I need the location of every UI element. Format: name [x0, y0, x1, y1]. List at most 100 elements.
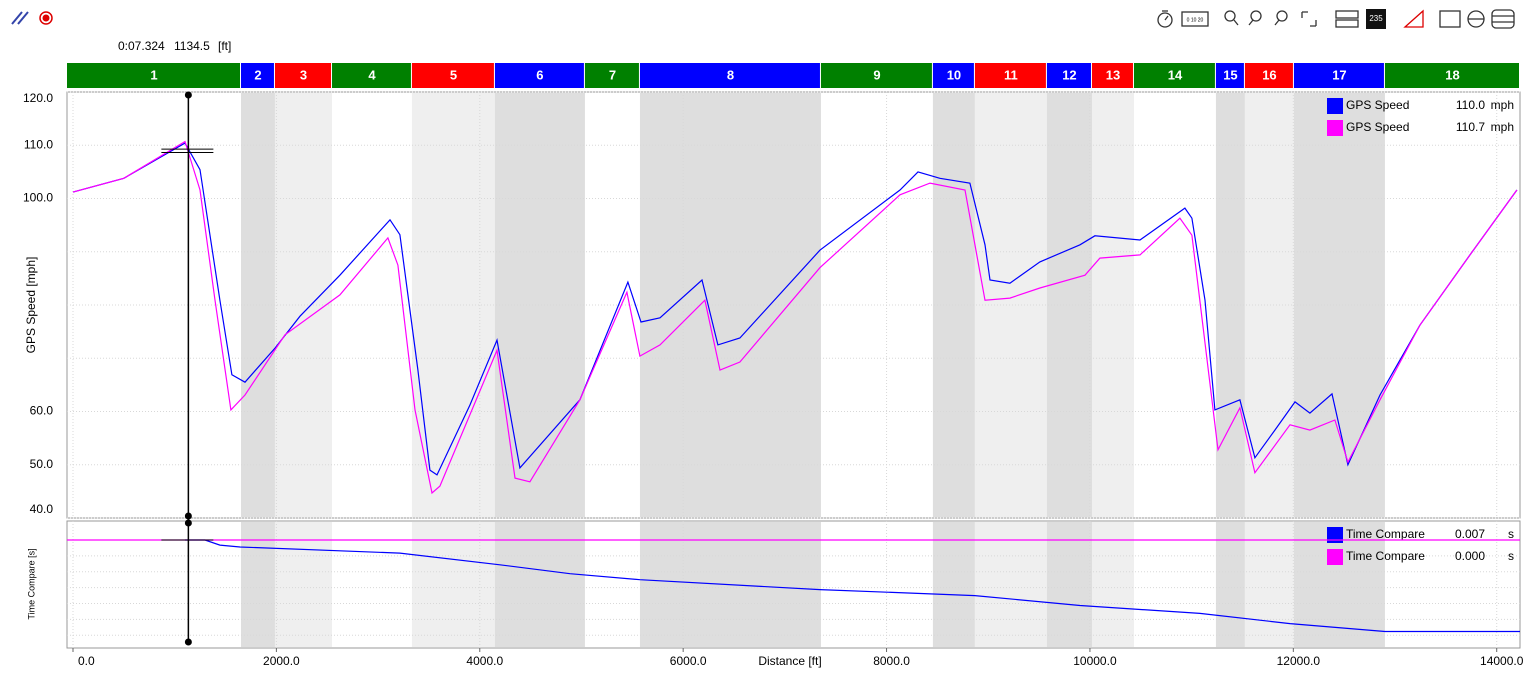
sector-label: 15 [1223, 67, 1237, 82]
series-line [185, 539, 1520, 633]
cursor-unit: [ft] [218, 39, 231, 53]
sector-shade [1091, 522, 1134, 647]
view-tools[interactable] [1439, 9, 1515, 29]
sector-shade [974, 93, 1047, 517]
sector-label: 8 [727, 67, 734, 82]
y-axis-title: Time Compare [s] [26, 548, 36, 619]
x-tick-label: 10000.0 [1073, 654, 1117, 668]
layout-toggle[interactable] [1335, 10, 1359, 28]
legend-name: GPS Speed [1346, 98, 1409, 112]
sector-label: 18 [1445, 67, 1459, 82]
sector-label: 7 [609, 67, 616, 82]
sector-label: 4 [368, 67, 376, 82]
legend-unit: mph [1491, 120, 1514, 134]
sector-label: 14 [1168, 67, 1183, 82]
sector-shade [240, 522, 275, 647]
sector-band [1091, 63, 1133, 88]
legend-name: Time Compare [1346, 549, 1425, 563]
y-tick-label: 40.0 [30, 502, 54, 516]
sector-band [974, 63, 1046, 88]
sector-band [67, 63, 240, 88]
sector-label: 3 [300, 67, 307, 82]
legend-unit: s [1508, 527, 1514, 541]
legend-swatch [1327, 120, 1343, 136]
sector-band [584, 63, 639, 88]
y-axis-title: GPS Speed [mph] [24, 257, 38, 354]
sector-shade [1244, 522, 1294, 647]
sector-band [1133, 63, 1215, 88]
sector-label: 10 [947, 67, 961, 82]
sector-band [411, 63, 494, 88]
sector-band [639, 63, 820, 88]
x-tick-label: 8000.0 [873, 654, 910, 668]
draw-tool[interactable] [11, 11, 29, 25]
series-line [72, 140, 1518, 495]
sector-shade [1046, 522, 1092, 647]
x-tick-label: 0.0 [78, 654, 95, 668]
sector-band [240, 63, 274, 88]
x-tick-label: 2000.0 [263, 654, 300, 668]
sector-band [494, 63, 584, 88]
sector-shade [932, 93, 975, 517]
legend-swatch [1327, 98, 1343, 114]
sector-label: 6 [536, 67, 543, 82]
legend-unit: s [1508, 549, 1514, 563]
toolbar-right [1157, 9, 1515, 29]
record-button[interactable] [39, 11, 53, 25]
sector-label: 1 [150, 67, 157, 82]
badge-label: 235 [1369, 14, 1383, 23]
cursor-distance: 1134.5 [174, 39, 210, 53]
sector-label: 2 [254, 67, 261, 82]
sector-band [1384, 63, 1519, 88]
legend-name: GPS Speed [1346, 120, 1409, 134]
x-tick-label: 6000.0 [670, 654, 707, 668]
cursor-handle [184, 638, 192, 646]
sector-label: 16 [1262, 67, 1276, 82]
x-tick-label: 12000.0 [1277, 654, 1321, 668]
cursor-time: 0:07.324 [118, 39, 165, 53]
sector-label: 5 [450, 67, 457, 82]
sector-shade [974, 522, 1047, 647]
legend-readout: 0.000 [1455, 549, 1485, 563]
y-tick-label: 60.0 [30, 404, 54, 418]
zoom-tools[interactable] [1224, 10, 1317, 27]
sector-band [1046, 63, 1091, 88]
stopwatch[interactable] [1157, 10, 1173, 28]
sector-label: 13 [1106, 67, 1120, 82]
sector-band [820, 63, 932, 88]
sector-band [1293, 63, 1384, 88]
y-tick-label: 110.0 [24, 137, 53, 151]
legend-swatch [1327, 527, 1343, 543]
x-axis-title: Distance [ft] [758, 654, 821, 668]
sector-shade [494, 522, 585, 647]
legend-readout: 110.7 [1456, 120, 1485, 134]
sector-shade [932, 522, 975, 647]
sector-shade [1215, 522, 1245, 647]
sector-band [1244, 63, 1293, 88]
sector-band [1215, 63, 1244, 88]
y-tick-label: 100.0 [23, 191, 53, 205]
y-tick-label: 120.0 [23, 91, 53, 105]
delta-tool[interactable] [1403, 9, 1424, 28]
sector-label: 17 [1332, 67, 1346, 82]
sector-band [274, 63, 332, 88]
x-tick-label: 14000.0 [1480, 654, 1524, 668]
series-line [72, 142, 1518, 476]
value-badge[interactable] [1366, 9, 1386, 29]
legend-name: Time Compare [1346, 527, 1425, 541]
sector-band [932, 63, 974, 88]
toolbar-left [11, 11, 53, 25]
sector-shade [1091, 93, 1134, 517]
sector-label: 12 [1062, 67, 1076, 82]
y-tick-label: 50.0 [30, 457, 54, 471]
legend-readout: 0.007 [1455, 527, 1485, 541]
sector-shade [240, 93, 275, 517]
cursor-handle [184, 519, 192, 527]
sector-band [332, 63, 411, 88]
legend-swatch [1327, 549, 1343, 565]
ruler[interactable] [1181, 11, 1209, 27]
legend-unit: mph [1491, 98, 1514, 112]
cursor-handle [184, 512, 192, 520]
sector-shade [274, 522, 333, 647]
